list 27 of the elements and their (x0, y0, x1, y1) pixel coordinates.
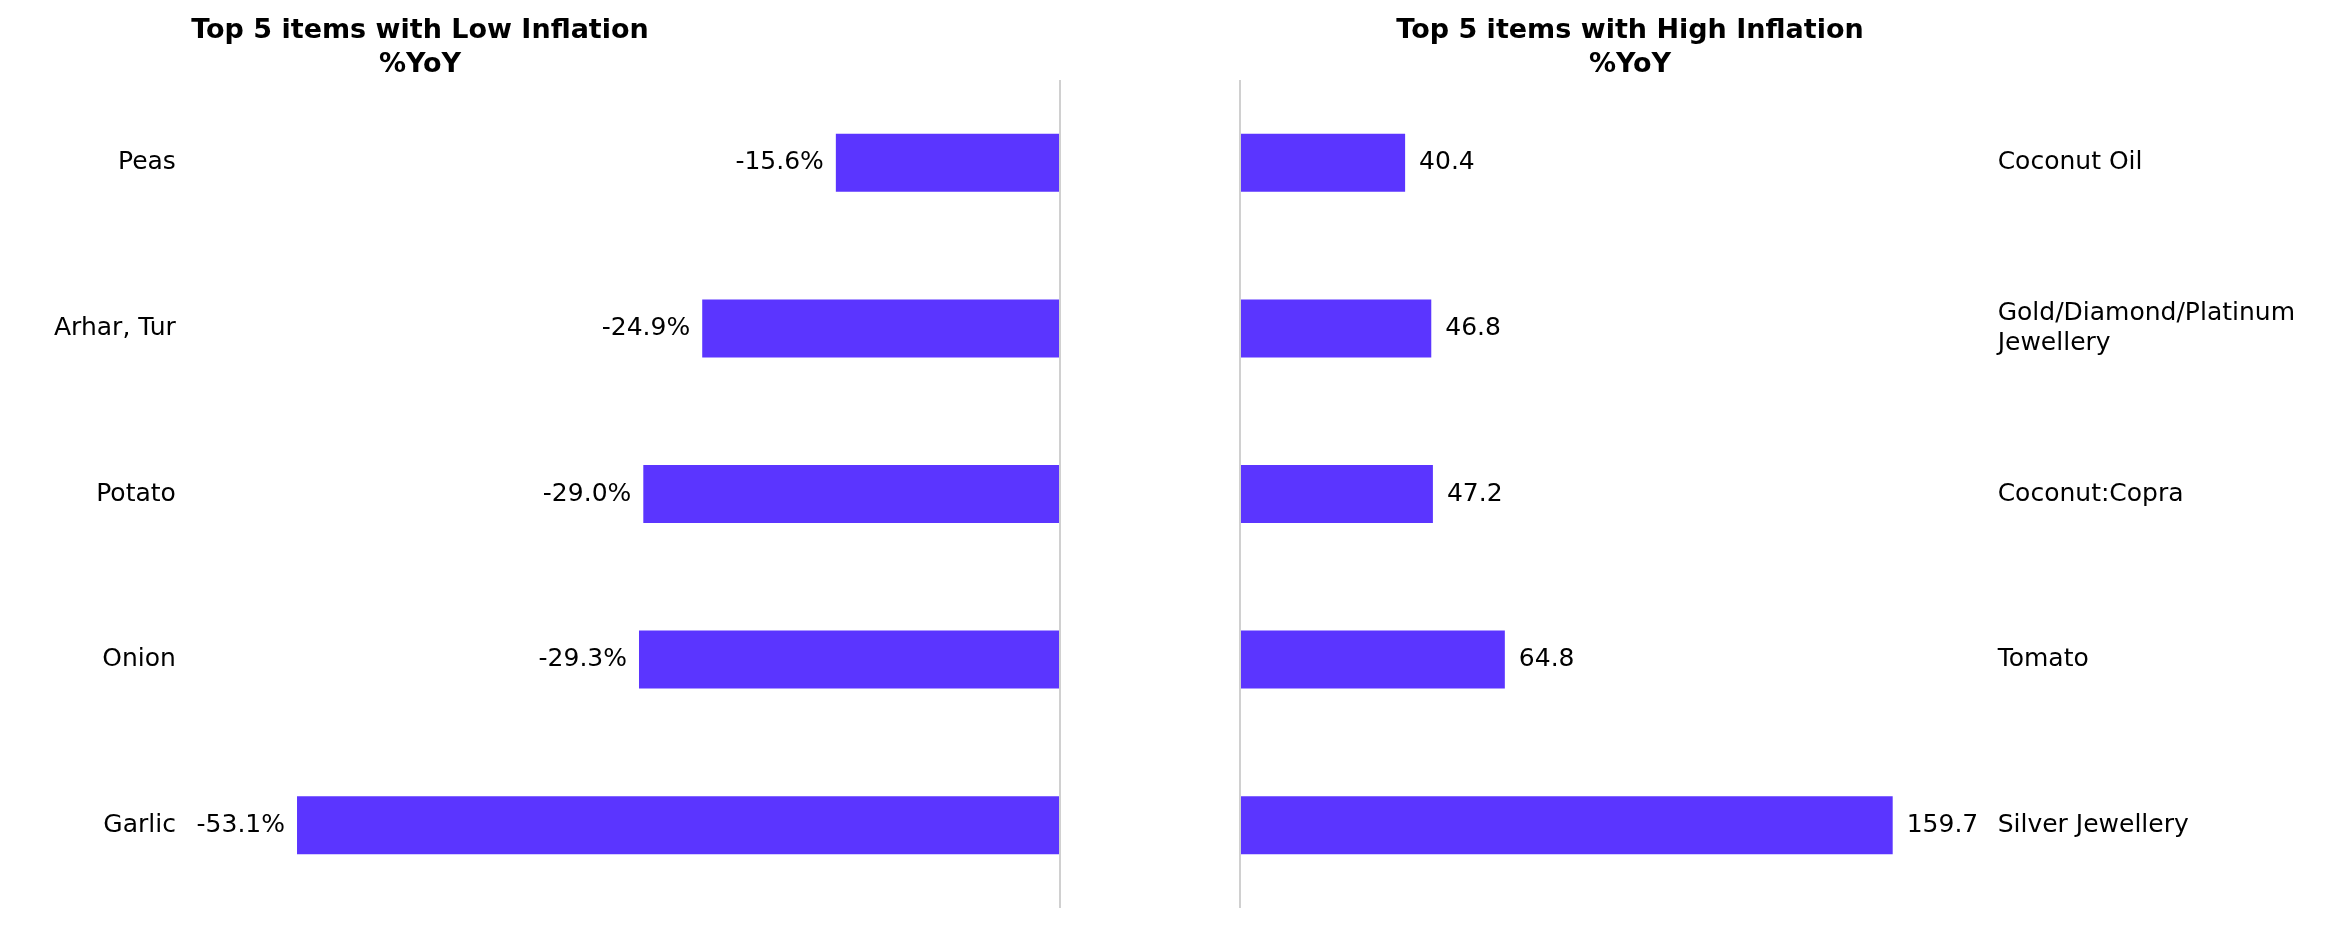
bar (1240, 465, 1433, 523)
data-label: 46.8 (1445, 311, 1501, 341)
data-label: -53.1% (196, 808, 286, 838)
bar (1240, 133, 1406, 192)
y-tick-label: Tomato (1996, 643, 2089, 673)
data-label: 47.2 (1446, 477, 1503, 507)
data-label: 64.8 (1518, 643, 1575, 673)
data-label: -29.0% (542, 477, 632, 507)
y-tick-label: Arhar, Tur (54, 311, 177, 341)
chart-title: Top 5 items with High Inflation %YoY (1395, 12, 1865, 80)
data-label: 159.7 (1906, 808, 1979, 838)
y-tick-label: Potato (96, 477, 176, 507)
y-tick-label: Gold/Diamond/Platinum Jewellery (1995, 296, 2295, 356)
y-tick-label: Onion (102, 643, 176, 673)
bar (1240, 299, 1432, 358)
y-tick-label: Silver Jewellery (1997, 808, 2189, 838)
data-label: -24.9% (601, 311, 691, 341)
y-tick-label: Coconut Oil (1997, 146, 2143, 176)
data-label: 40.4 (1419, 146, 1475, 176)
y-tick-label: Coconut:Copra (1997, 477, 2184, 507)
data-label: -15.6% (735, 146, 824, 176)
y-tick-label: Garlic (103, 808, 176, 838)
chart-title: Top 5 items with Low Inflation %YoY (190, 12, 650, 80)
bar (1240, 630, 1505, 689)
y-tick-label: Peas (117, 146, 176, 176)
data-label: -29.3% (538, 643, 627, 673)
bar (1240, 796, 1893, 855)
